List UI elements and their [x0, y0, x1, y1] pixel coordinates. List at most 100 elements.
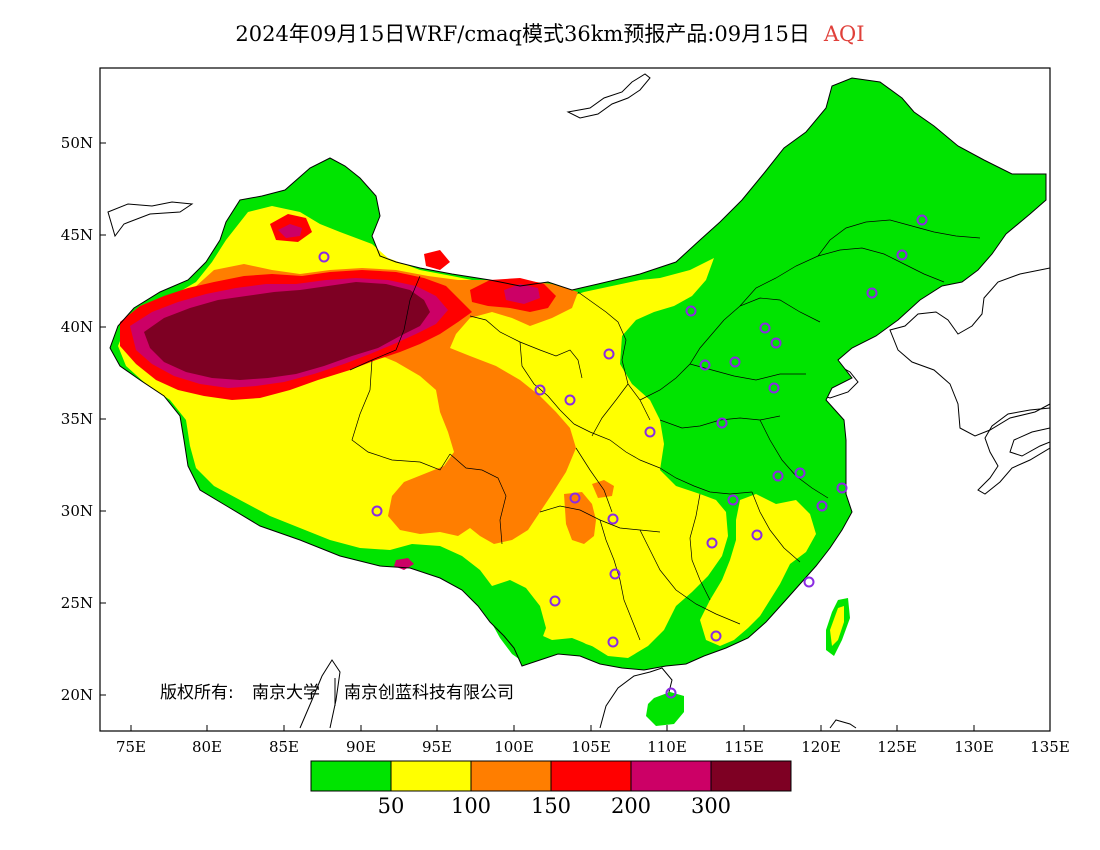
station-marker — [836, 482, 848, 494]
y-tick-label: 20N — [61, 686, 93, 704]
legend-label: 150 — [531, 794, 571, 818]
y-tick: 35N — [61, 410, 106, 428]
station-marker — [371, 505, 383, 517]
station-marker — [916, 214, 928, 226]
x-tick-label: 85E — [269, 738, 299, 756]
y-tick-label: 35N — [61, 410, 93, 428]
station-marker — [607, 636, 619, 648]
title-variable: AQI — [823, 22, 865, 46]
aqi-legend: 50 100 150 200 300 — [310, 760, 792, 818]
y-tick: 50N — [61, 134, 106, 152]
station-marker — [569, 492, 581, 504]
station-marker — [644, 426, 656, 438]
station-marker — [727, 494, 739, 506]
station-marker — [706, 537, 718, 549]
x-tick: 105E — [571, 725, 611, 756]
y-tick-label: 45N — [61, 226, 93, 244]
x-tick-label: 90E — [346, 738, 376, 756]
station-marker — [768, 382, 780, 394]
station-marker — [751, 529, 763, 541]
y-axis: 50N 45N 40N 35N 30N 25N 20N — [61, 134, 106, 704]
x-tick-label: 120E — [801, 738, 841, 756]
region-orange-sichuan — [564, 492, 596, 544]
map-title: 2024年09月15日WRF/cmaq模式36km预报产品:09月15日 AQI — [0, 18, 1100, 48]
station-marker — [564, 394, 576, 406]
copyright-prefix: 版权所有: — [160, 683, 234, 703]
x-tick-label: 100E — [494, 738, 534, 756]
x-tick-label: 110E — [647, 738, 687, 756]
region-hainan — [646, 692, 684, 726]
legend-swatch — [710, 760, 792, 792]
station-marker — [549, 595, 561, 607]
region-hotspot-magenta — [278, 224, 302, 238]
x-tick: 130E — [954, 725, 994, 756]
x-tick: 100E — [494, 725, 534, 756]
station-marker — [794, 467, 806, 479]
region-yellow-west — [118, 206, 728, 658]
y-tick-label: 30N — [61, 502, 93, 520]
station-marker — [609, 568, 621, 580]
station-marker — [816, 500, 828, 512]
legend-swatch — [310, 760, 392, 792]
y-tick: 40N — [61, 318, 106, 336]
region-yellow-east — [700, 494, 816, 646]
x-tick: 110E — [647, 725, 687, 756]
y-tick: 45N — [61, 226, 106, 244]
y-tick: 25N — [61, 594, 106, 612]
province-borders — [349, 219, 981, 641]
national-border — [109, 77, 1047, 671]
station-marker — [770, 337, 782, 349]
legend-label: 200 — [611, 794, 651, 818]
x-tick: 95E — [422, 725, 452, 756]
station-marker — [866, 287, 878, 299]
station-marker — [759, 322, 771, 334]
coastlines — [107, 73, 1050, 729]
station-marker — [896, 249, 908, 261]
region-yellow-sw — [532, 560, 616, 650]
region-hazardous — [144, 282, 430, 380]
y-tick-label: 25N — [61, 594, 93, 612]
station-markers — [318, 214, 928, 699]
x-tick: 75E — [116, 725, 146, 756]
x-tick-label: 130E — [954, 738, 994, 756]
x-tick: 135E — [1030, 725, 1070, 756]
x-tick-label: 135E — [1030, 738, 1070, 756]
x-tick-label: 75E — [116, 738, 146, 756]
station-marker — [803, 576, 815, 588]
station-marker — [603, 348, 615, 360]
station-marker — [716, 417, 728, 429]
x-tick: 90E — [346, 725, 376, 756]
station-marker — [699, 359, 711, 371]
x-tick-label: 125E — [877, 738, 917, 756]
y-tick-label: 50N — [61, 134, 93, 152]
region-green-yunnan — [486, 580, 546, 664]
legend-swatch — [390, 760, 472, 792]
x-tick: 80E — [192, 725, 222, 756]
y-tick-label: 40N — [61, 318, 93, 336]
map-content: 版权所有: 南京大学 南京创蓝科技有限公司 — [107, 73, 1050, 729]
map-frame — [99, 67, 1051, 732]
copyright-org2: 南京创蓝科技有限公司 — [344, 683, 514, 703]
x-tick: 115E — [724, 725, 764, 756]
legend-label: 100 — [451, 794, 491, 818]
region-taiwan-yellow — [830, 606, 844, 646]
station-marker — [665, 687, 677, 699]
legend-swatch — [630, 760, 712, 792]
copyright-org1: 南京大学 — [252, 683, 320, 703]
station-marker — [685, 305, 697, 317]
y-tick: 20N — [61, 686, 106, 704]
legend-label: 300 — [691, 794, 731, 818]
x-tick-label: 115E — [724, 738, 764, 756]
station-marker — [772, 470, 784, 482]
station-marker — [318, 251, 330, 263]
station-marker — [607, 513, 619, 525]
title-main: 2024年09月15日WRF/cmaq模式36km预报产品:09月15日 — [235, 22, 810, 46]
x-tick-label: 105E — [571, 738, 611, 756]
legend-swatch — [470, 760, 552, 792]
station-marker — [729, 356, 741, 368]
region-hotspot-magenta-2 — [504, 284, 540, 304]
x-tick-label: 80E — [192, 738, 222, 756]
y-tick: 30N — [61, 502, 106, 520]
legend-label: 50 — [378, 794, 405, 818]
